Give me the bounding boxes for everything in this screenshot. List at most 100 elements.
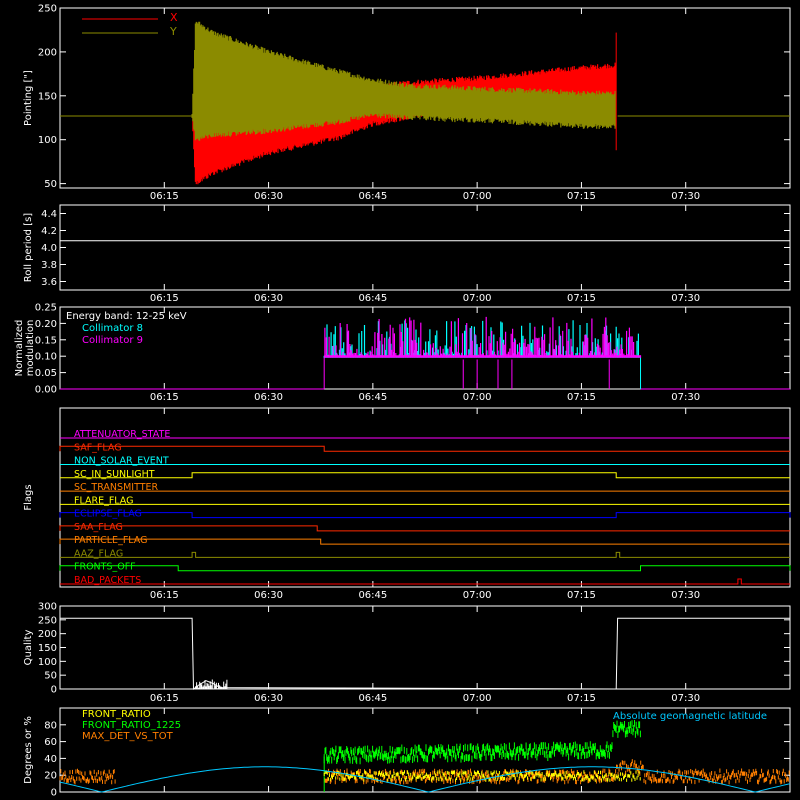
x-tick-label: 06:30: [254, 693, 283, 704]
y-tick-label: 0.00: [35, 385, 57, 396]
x-tick-label: 06:30: [254, 293, 283, 304]
flag-label: SC_IN_SUNLIGHT: [74, 469, 155, 480]
flag-line-eclipse-flag: [59, 512, 791, 519]
x-tick-label: 06:15: [150, 693, 179, 704]
y-tick-label: 200: [38, 629, 57, 640]
y-tick-label: 50: [44, 179, 57, 190]
y-tick-label: 150: [38, 643, 57, 654]
quality-panel: 06:15 06:30 06:45 07:00 07:15 07:30 Quality 0 50…: [23, 602, 791, 704]
y-tick-label: 0.20: [35, 319, 57, 330]
x-tick-label: 06:45: [358, 191, 387, 202]
y-tick-label: 200: [38, 47, 57, 58]
flag-line-aaz-flag: [60, 551, 790, 558]
y-tick-label: 0: [51, 685, 57, 696]
x-tick-label: 07:00: [463, 293, 492, 304]
x-tick-label: 06:15: [150, 293, 179, 304]
flag-line-saa-flag: [59, 525, 790, 532]
y-tick-label: 0.25: [35, 303, 57, 314]
y-tick-label: 0.15: [35, 335, 57, 346]
flag-label: BAD_PACKETS: [74, 575, 141, 586]
x-tick-label: 06:15: [150, 191, 179, 202]
legend-label-y: Y: [169, 25, 177, 38]
y-tick-label: 300: [38, 602, 57, 613]
y-tick-label: 60: [44, 737, 57, 748]
ratio-panel: Degrees or % 0 20 40 60 80 FRONT_RATIOFRONT_RA…: [23, 707, 791, 799]
x-tick-label: 07:15: [567, 191, 596, 202]
x-tick-label: 07:00: [463, 693, 492, 704]
flag-line-fronts-off: [59, 565, 791, 572]
x-tick-label: 06:30: [254, 392, 283, 403]
y-axis-label-line: modulation: [25, 320, 36, 377]
front-ratio-series: [323, 770, 641, 782]
x-tick-label: 06:45: [358, 590, 387, 601]
legend-label-collimator-8: Collimator 8: [82, 323, 143, 334]
y-tick-label: 250: [38, 4, 57, 15]
y-tick-label: 250: [38, 615, 57, 626]
x-tick-label: 07:30: [671, 392, 700, 403]
legend-label-geomagnetic-latitude: Absolute geomagnetic latitude: [613, 711, 767, 722]
flags-panel: 06:15 06:30 06:45 07:00 07:15 07:30 Flags ATTEN…: [23, 407, 791, 601]
flag-label: NON_SOLAR_EVENT: [74, 456, 169, 467]
y-axis-label: Roll period [s]: [23, 213, 34, 282]
y-tick-label: 40: [44, 754, 57, 765]
y-tick-label: 4.2: [41, 226, 57, 237]
flag-line-particle-flag: [59, 538, 790, 545]
flag-label: SAF_FLAG: [74, 442, 122, 453]
energy-band-label: Energy band: 12-25 keV: [66, 311, 187, 322]
x-tick-label: 07:15: [567, 293, 596, 304]
y-tick-label: 100: [38, 135, 57, 146]
x-tick-label: 07:15: [567, 590, 596, 601]
front-ratio-1225-series: [323, 720, 641, 765]
y-tick-label: 0.10: [35, 352, 57, 363]
x-tick-label: 07:15: [567, 392, 596, 403]
x-tick-label: 06:45: [358, 392, 387, 403]
x-tick-label: 06:45: [358, 293, 387, 304]
y-tick-label: 4.0: [41, 243, 57, 254]
x-tick-label: 07:30: [671, 693, 700, 704]
panel-frame: [59, 407, 791, 588]
x-tick-label: 07:00: [463, 590, 492, 601]
y-tick-label: 50: [44, 671, 57, 682]
y-tick-label: 100: [38, 657, 57, 668]
y-axis-label: Flags: [23, 484, 34, 510]
flag-line-sc-in-sunlight: [60, 472, 790, 479]
flag-label: ECLIPSE_FLAG: [74, 509, 142, 520]
pointing-panel: 06:15 06:30 06:45 07:00 07:15 07:30 Pointing […: [23, 4, 791, 202]
y-axis-label: Degrees or %: [23, 716, 34, 784]
x-tick-label: 07:30: [671, 293, 700, 304]
flag-line-bad-packets: [60, 578, 790, 585]
x-tick-label: 07:00: [463, 392, 492, 403]
flag-label: FRONTS_OFF: [74, 562, 136, 573]
y-tick-label: 4.4: [41, 209, 57, 220]
y-tick-label: 0.05: [35, 368, 57, 379]
x-tick-label: 07:30: [671, 191, 700, 202]
flag-label: AAZ_FLAG: [74, 548, 123, 559]
roll-period-panel: 06:15 06:30 06:45 07:00 07:15 07:30 Roll perio…: [23, 204, 791, 304]
y-tick-label: 150: [38, 91, 57, 102]
y-tick-label: 0: [51, 788, 57, 799]
series-y-band: [191, 21, 617, 141]
y-axis-label: Normalizedmodulation: [14, 320, 36, 377]
x-tick-label: 07:00: [463, 191, 492, 202]
flag-label: PARTICLE_FLAG: [74, 535, 147, 546]
panel-frame: [59, 707, 791, 793]
geomagnetic-latitude-series: [59, 766, 791, 793]
y-tick-label: 3.8: [41, 260, 57, 271]
x-tick-label: 06:45: [358, 693, 387, 704]
y-axis-label: Pointing ["]: [23, 70, 34, 126]
x-tick-label: 06:30: [254, 590, 283, 601]
x-tick-label: 07:15: [567, 693, 596, 704]
flag-label: SAA_FLAG: [74, 522, 123, 533]
y-tick-label: 3.6: [41, 277, 57, 288]
flag-line-saf-flag: [59, 445, 790, 452]
legend-label-collimator-9: Collimator 9: [82, 335, 143, 346]
x-tick-label: 07:30: [671, 590, 700, 601]
flag-label: FLARE_FLAG: [74, 495, 134, 506]
y-axis-label: Quality: [23, 630, 34, 666]
panel-frame: [59, 7, 791, 189]
y-axis-label-line: Normalized: [14, 320, 25, 377]
legend-label-x: X: [170, 11, 178, 24]
legend-label-front-ratio-1225: FRONT_RATIO_1225: [82, 720, 181, 731]
modulation-panel: 06:15 06:30 06:45 07:00 07:15 07:30 Normalized…: [14, 303, 791, 403]
